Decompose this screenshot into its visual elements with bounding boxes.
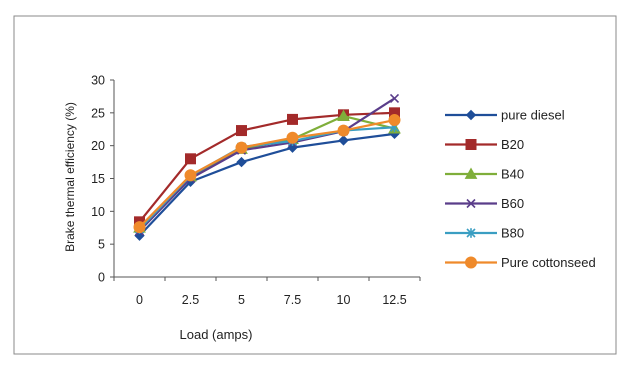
series-line [138, 111, 395, 223]
x-tick-label: 0 [136, 293, 143, 307]
data-point [236, 156, 247, 168]
y-tick-label: 30 [91, 74, 105, 88]
data-point [184, 169, 197, 182]
data-point [236, 125, 247, 137]
x-tick-label: 10 [337, 293, 351, 307]
data-point [133, 221, 146, 234]
data-point [286, 131, 299, 144]
data-point [388, 114, 401, 127]
legend: pure diesel B20 B40 B60 B80 Pure cottonseed [445, 108, 596, 270]
y-tick-label: 5 [98, 238, 105, 252]
series-line [138, 97, 396, 232]
x-tick-label: 5 [238, 293, 245, 307]
legend-entry: B20 [445, 137, 524, 152]
series-lines [133, 93, 401, 241]
legend-label: pure diesel [501, 108, 565, 123]
y-tick-label: 15 [91, 172, 105, 186]
series-line [138, 132, 395, 237]
x-axis-label: Load (amps) [180, 327, 253, 342]
data-point [466, 198, 476, 209]
legend-label: B80 [501, 226, 524, 241]
y-axis-label: Brake thermal efficiency (%) [63, 102, 77, 252]
data-point [185, 153, 196, 165]
y-tick-label: 20 [91, 139, 105, 153]
legend-entry: Pure cottonseed [445, 255, 596, 270]
legend-label: B20 [501, 137, 524, 152]
data-point [465, 256, 477, 269]
data-point [466, 228, 476, 238]
x-tick-label: 7.5 [284, 293, 301, 307]
data-point [465, 109, 477, 121]
legend-label: B60 [501, 196, 524, 211]
legend-entry: pure diesel [445, 108, 565, 123]
data-point [465, 139, 477, 150]
legend-label: Pure cottonseed [501, 255, 596, 270]
data-point [287, 113, 298, 125]
legend-label: B40 [501, 167, 524, 182]
y-tick-label: 25 [91, 106, 105, 120]
data-point [337, 109, 350, 122]
y-tick-label: 10 [91, 205, 105, 219]
data-point [235, 141, 248, 154]
series-group [133, 114, 401, 234]
data-point [338, 135, 349, 146]
x-tick-label: 12.5 [382, 293, 406, 307]
series-line [138, 118, 395, 228]
axes: 0 5 10 15 20 25 30 0 2.5 5 7.5 10 12.5 [91, 74, 421, 307]
data-point [389, 93, 400, 103]
legend-entry: B40 [445, 167, 524, 182]
data-point [337, 124, 350, 137]
data-point [464, 167, 478, 179]
y-tick-label: 0 [98, 271, 105, 285]
legend-entry: B80 [445, 226, 524, 241]
x-tick-label: 2.5 [182, 293, 199, 307]
legend-entry: B60 [445, 196, 524, 211]
